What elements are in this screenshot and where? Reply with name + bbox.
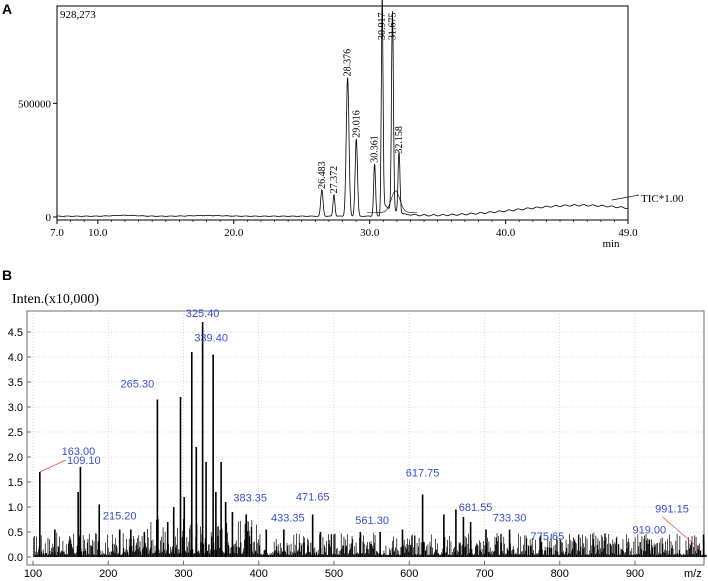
spectrum-grid <box>27 311 704 565</box>
chromatogram-x-ticks: 7.0 10.0 20.0 30.0 40.0 49.0 <box>50 220 638 239</box>
trace-label: TIC*1.00 <box>641 193 684 205</box>
spectrum-peak-label: 383.35 <box>233 493 267 505</box>
spectrum-peak-label: 265.30 <box>121 379 155 391</box>
tic-secondary-trace <box>367 190 417 213</box>
chromatogram-peak-label: 31.675 <box>387 13 398 41</box>
spectrum-leader-line <box>39 459 67 473</box>
chromatogram-peak-label: 26.483 <box>317 161 328 189</box>
spectrum-frame <box>26 310 705 566</box>
spectrum-peak-label: 617.75 <box>406 468 440 480</box>
chromatogram-peak-label: 28.376 <box>343 49 354 77</box>
panel-b-label: B <box>2 267 12 283</box>
chromatogram-peak-label: 29.016 <box>351 110 362 138</box>
spectrum-y-tick-label: 2.0 <box>8 452 23 464</box>
spectrum-x-tick-label: 200 <box>99 568 117 580</box>
spectrum-peak-label: 733.30 <box>493 513 527 525</box>
spectrum-y-tick-label: 4.5 <box>8 327 23 339</box>
spectrum-y-tick-label: 2.5 <box>8 427 23 439</box>
spectrum-peak-label: 471.65 <box>296 492 330 504</box>
chromatogram-peak-label: 32.158 <box>394 126 405 154</box>
panel-a-label: A <box>2 1 12 17</box>
spectrum-peak-label: 163.00 <box>62 446 96 458</box>
spectrum-y-tick-label: 0.0 <box>8 552 23 564</box>
spectrum-peak-label: 561.30 <box>355 515 389 527</box>
chromatogram-peak-labels: 26.483 27.372 28.376 29.016 30.361 30.917 31.6… <box>317 13 405 194</box>
trace-label-leader <box>611 194 640 201</box>
spectrum-peaks <box>39 322 705 557</box>
spectrum-x-tick-label: 500 <box>325 568 343 580</box>
chromatogram-x-tick-label: 7.0 <box>50 227 64 239</box>
spectrum-peak-label: 325.40 <box>186 308 220 320</box>
chromatogram-peak-label: 30.361 <box>370 135 381 163</box>
spectrum-x-tick-label: 700 <box>475 568 493 580</box>
chromatogram-corner-label: 928,273 <box>60 9 96 21</box>
chromatogram-peak-label: 30.917 <box>377 13 388 41</box>
spectrum-peak-label: 681.55 <box>459 502 493 514</box>
spectrum-x-tick-label: 300 <box>174 568 192 580</box>
spectrum-peak-label: 775.65 <box>531 531 565 543</box>
chromatogram-x-tick-label: 40.0 <box>496 227 516 239</box>
chromatogram-x-axis-label: min <box>602 238 620 250</box>
spectrum-x-ticks: 100 200 300 400 500 600 700 800 900 <box>24 561 644 580</box>
spectrum-peak-label: 919.00 <box>632 525 666 537</box>
spectrum-y-axis-label: Inten.(x10,000) <box>12 292 99 307</box>
spectrum-peak-label: 215.20 <box>103 511 137 523</box>
spectrum-y-tick-label: 1.5 <box>8 477 23 489</box>
spectrum-peak-label: 433.35 <box>271 513 305 525</box>
spectrum-y-tick-label: 0.5 <box>8 527 23 539</box>
spectrum-y-tick-label: 4.0 <box>8 352 23 364</box>
chromatogram-y-ticks: 0 500000 <box>18 98 57 224</box>
chromatogram-x-tick-label: 30.0 <box>360 227 380 239</box>
chromatogram-peak-label: 27.372 <box>329 166 340 194</box>
spectrum-x-tick-label: 900 <box>626 568 644 580</box>
spectrum-x-tick-label: 800 <box>551 568 569 580</box>
spectrum-peak-label: 109.10 <box>67 455 101 467</box>
spectrum-leader-line <box>661 516 701 550</box>
chromatogram-x-tick-label: 20.0 <box>224 227 244 239</box>
spectrum-y-ticks: 0.0 0.5 1.0 1.5 2.0 2.5 3.0 3.5 4.0 4.5 <box>8 327 31 564</box>
spectrum-x-tick-label: 100 <box>24 568 42 580</box>
spectrum-y-tick-label: 3.5 <box>8 377 23 389</box>
chromatogram-y-tick-label: 0 <box>46 212 52 224</box>
tic-trace <box>57 0 628 217</box>
chromatogram-x-tick-label: 49.0 <box>618 227 638 239</box>
spectrum-leader-lines <box>39 459 701 550</box>
spectrum-x-tick-label: 600 <box>400 568 418 580</box>
spectrum-x-axis-label: m/z <box>684 568 702 580</box>
chromatogram-y-tick-label: 500000 <box>18 98 52 110</box>
spectrum-y-tick-label: 3.0 <box>8 402 23 414</box>
chromatogram-x-tick-label: 10.0 <box>88 227 108 239</box>
spectrum-x-tick-label: 400 <box>250 568 268 580</box>
spectrum-peak-label: 991.15 <box>655 504 689 516</box>
chromatogram-frame <box>56 5 629 221</box>
spectrum-peak-label: 339.40 <box>194 333 228 345</box>
spectrum-y-tick-label: 1.0 <box>8 502 23 514</box>
